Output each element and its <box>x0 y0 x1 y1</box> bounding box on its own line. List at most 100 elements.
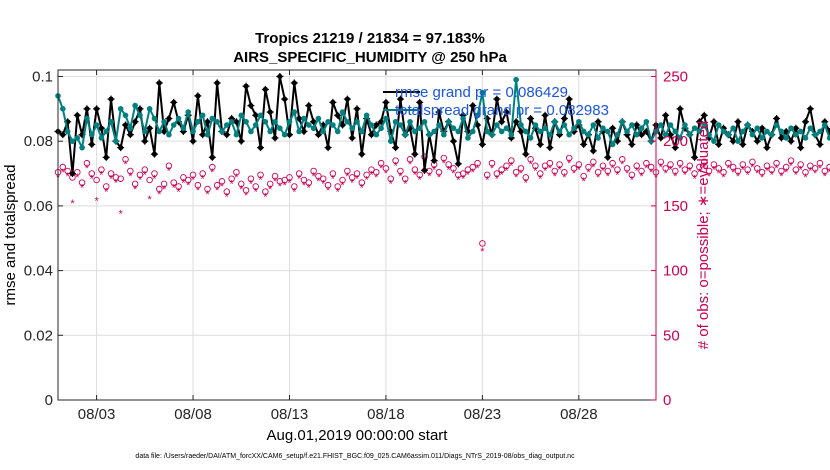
spread-point <box>508 131 515 138</box>
rmse-point <box>141 137 149 145</box>
spread-point <box>773 122 780 128</box>
obs-possible-marker <box>754 165 761 172</box>
obs-evaluated-marker: * <box>567 158 572 170</box>
obs-evaluated-marker: * <box>413 170 418 182</box>
rmse-point <box>589 147 597 155</box>
obs-evaluated-marker: * <box>418 175 423 187</box>
obs-possible-marker <box>228 175 235 182</box>
obs-evaluated-marker: * <box>336 186 341 198</box>
rmse-point <box>314 131 322 139</box>
obs-possible-marker <box>787 157 795 164</box>
obs-evaluated-marker: * <box>572 168 577 180</box>
spread-point <box>214 118 220 125</box>
rmse-point <box>242 82 250 90</box>
obs-possible-marker <box>64 167 71 175</box>
rmse-point <box>117 144 125 152</box>
spread-point <box>489 131 495 138</box>
obs-possible-marker <box>696 163 703 171</box>
spread-point <box>479 89 486 96</box>
spread-point <box>609 141 616 148</box>
obs-possible-marker <box>474 159 481 167</box>
obs-possible-marker <box>792 166 800 173</box>
obs-possible-marker <box>180 174 187 181</box>
spread-point <box>643 118 650 125</box>
obs-possible-marker <box>628 171 636 179</box>
obs-possible-marker <box>204 185 211 193</box>
spread-point <box>633 131 640 138</box>
rmse-point <box>666 131 674 139</box>
obs-evaluated-marker: * <box>302 180 307 192</box>
rmse-point <box>276 72 284 80</box>
obs-possible-marker <box>373 168 380 176</box>
rmse-point <box>734 118 742 126</box>
rmse-point <box>797 144 805 152</box>
rmse-point <box>367 131 375 139</box>
obs-evaluated-marker: * <box>823 171 828 183</box>
rmse-point <box>787 137 795 145</box>
spread-point <box>286 118 293 125</box>
spread-point <box>330 122 336 128</box>
spread-point <box>387 138 394 144</box>
obs-evaluated-marker: * <box>456 175 461 187</box>
obs-possible-marker <box>773 159 780 167</box>
spread-point <box>88 131 95 138</box>
obs-evaluated-marker: * <box>172 182 177 194</box>
spread-point <box>498 128 505 135</box>
spread-point <box>527 135 534 141</box>
obs-possible-marker <box>575 161 583 168</box>
obs-evaluated-marker: * <box>625 168 630 180</box>
obs-evaluated-marker: * <box>278 181 283 193</box>
rmse-point <box>126 131 134 139</box>
spread-point <box>195 118 201 125</box>
obs-possible-marker <box>672 167 679 175</box>
obs-possible-marker <box>556 161 563 168</box>
obs-evaluated-marker: * <box>162 184 167 196</box>
obs-possible-marker <box>286 174 293 181</box>
obs-possible-marker <box>517 165 525 172</box>
rmse-point <box>435 108 443 116</box>
obs-evaluated-marker: * <box>784 167 789 179</box>
rmse-point <box>816 140 824 148</box>
obs-evaluated-marker: * <box>562 172 567 184</box>
obs-possible-marker <box>141 166 149 173</box>
spread-point <box>474 112 481 119</box>
obs-evaluated-marker: * <box>99 170 104 182</box>
obs-evaluated-marker: * <box>799 164 804 176</box>
obs-evaluated-marker: * <box>644 163 649 175</box>
obs-evaluated-marker: * <box>234 172 239 184</box>
obs-evaluated-marker: * <box>717 168 722 180</box>
rmse-point <box>93 105 101 113</box>
obs-possible-marker <box>705 167 713 175</box>
obs-possible-marker <box>83 159 91 167</box>
spread-point <box>84 115 90 122</box>
obs-evaluated-marker: * <box>143 170 148 182</box>
obs-evaluated-marker: * <box>533 166 538 178</box>
x-tick-label: 08/03 <box>78 406 116 423</box>
obs-evaluated-marker: * <box>176 186 181 198</box>
obs-evaluated-marker: * <box>557 164 562 176</box>
obs-evaluated-marker: * <box>774 163 779 175</box>
obs-possible-marker <box>392 157 399 164</box>
obs-possible-marker <box>175 183 182 190</box>
obs-possible-marker <box>151 170 158 177</box>
obs-possible-marker <box>156 185 163 193</box>
y-tick-label: 0 <box>45 392 53 409</box>
rmse-point <box>536 140 544 148</box>
spread-point <box>450 125 457 132</box>
obs-evaluated-marker: * <box>827 167 830 179</box>
spread-point <box>720 128 727 135</box>
rmse-point <box>478 140 486 148</box>
obs-possible-marker <box>537 170 544 177</box>
spread-point <box>576 118 582 125</box>
obs-evaluated-marker: * <box>606 171 611 183</box>
y-tick-label: 0.1 <box>32 68 53 85</box>
obs-possible-marker <box>758 168 766 176</box>
rmse-point <box>676 105 684 113</box>
obs-possible-marker <box>112 174 120 181</box>
obs-possible-marker <box>720 168 727 176</box>
obs-evaluated-marker: * <box>553 171 558 183</box>
x-tick-label: 08/08 <box>174 406 212 423</box>
rmse-point <box>546 144 554 152</box>
spread-point <box>137 112 143 119</box>
